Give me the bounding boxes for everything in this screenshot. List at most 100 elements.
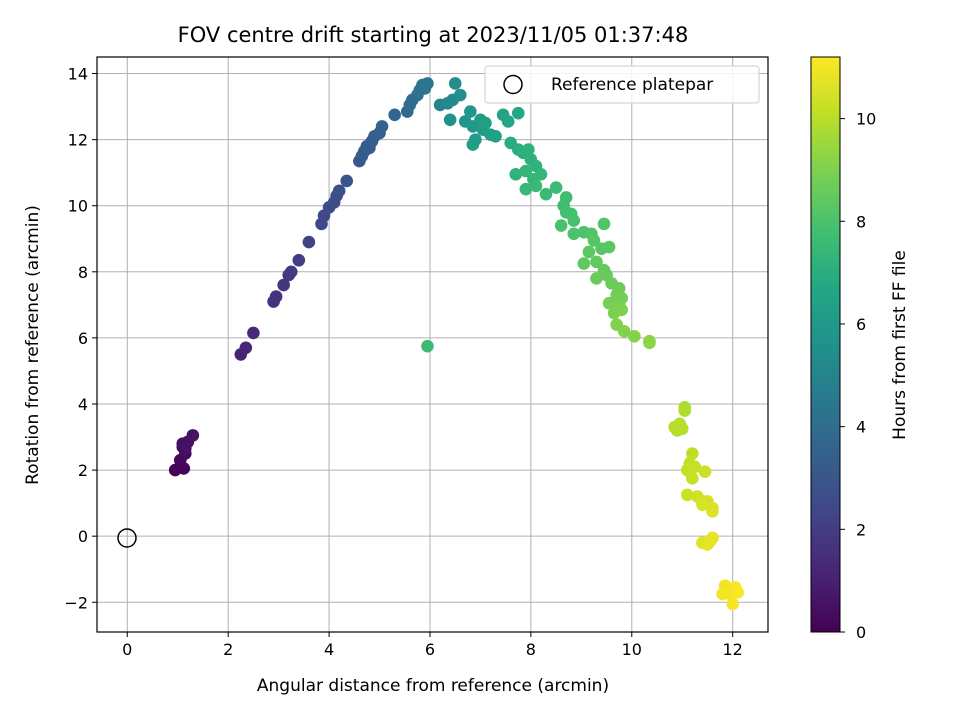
scatter-point <box>587 234 601 247</box>
scatter-point <box>643 334 656 348</box>
scatter-point <box>539 187 553 201</box>
y-tick-label: 8 <box>78 263 88 282</box>
scatter-point <box>706 505 719 518</box>
colorbar-gradient <box>811 57 840 632</box>
y-tick-label: 10 <box>68 197 88 216</box>
colorbar-tick-label: 10 <box>856 110 876 129</box>
chart-title: FOV centre drift starting at 2023/11/05 … <box>178 23 689 47</box>
scatter-point <box>239 341 253 355</box>
scatter-point <box>302 235 316 249</box>
scatter-point <box>703 534 717 548</box>
scatter-point <box>590 272 603 285</box>
scatter-point <box>388 108 401 122</box>
y-axis: −2 0 2 4 6 8 10 12 14 <box>64 65 97 612</box>
scatter-point <box>292 253 306 267</box>
scatter-point <box>602 296 616 310</box>
colorbar-label: Hours from first FF file <box>890 250 910 440</box>
scatter-point <box>443 113 457 127</box>
scatter-point <box>247 326 260 340</box>
scatter-point <box>511 106 525 120</box>
scatter-point <box>628 329 641 343</box>
scatter-point <box>731 586 745 599</box>
colorbar-tick-label: 4 <box>856 418 866 437</box>
scatter-point <box>590 255 603 269</box>
x-axis-label: Angular distance from reference (arcmin) <box>257 676 609 696</box>
scatter-point <box>567 227 581 241</box>
legend-box <box>484 65 760 104</box>
y-tick-label: 14 <box>68 65 88 84</box>
legend-marker-icon <box>503 74 523 95</box>
scatter-point <box>688 460 702 474</box>
x-tick-label: 2 <box>223 640 233 659</box>
scatter-point <box>479 116 492 130</box>
colorbar-frame <box>810 56 841 633</box>
x-tick-label: 6 <box>425 640 435 659</box>
scatter-point <box>615 303 628 317</box>
colorbar: 0 2 4 6 8 10 Hours from first FF file <box>810 56 910 642</box>
colorbar-ticks: 0 2 4 6 8 10 <box>840 110 876 642</box>
scatter-point <box>686 447 699 460</box>
y-tick-label: 12 <box>68 131 88 150</box>
legend-entry: Reference platepar <box>551 75 713 95</box>
scatter-point <box>554 219 568 232</box>
data-points <box>168 77 745 611</box>
scatter-point <box>567 214 581 227</box>
scatter-point <box>421 339 434 353</box>
y-tick-label: 0 <box>78 527 88 546</box>
scatter-point <box>519 164 533 178</box>
scatter-point <box>464 105 477 118</box>
colorbar-tick-label: 6 <box>856 315 866 334</box>
scatter-point <box>453 88 467 102</box>
scatter-point <box>698 465 712 479</box>
scatter-point <box>678 404 692 417</box>
scatter-point <box>597 217 611 231</box>
scatter-point <box>178 442 192 455</box>
scatter-point <box>617 324 631 338</box>
y-tick-label: 4 <box>78 395 88 414</box>
x-tick-label: 12 <box>723 640 743 659</box>
y-axis-label: Rotation from reference (arcmin) <box>23 205 43 485</box>
scatter-point <box>602 240 616 254</box>
legend: Reference platepar <box>484 65 760 104</box>
scatter-point <box>696 498 709 512</box>
x-tick-label: 10 <box>622 640 642 659</box>
scatter-point <box>466 138 480 151</box>
scatter-point <box>529 179 543 193</box>
colorbar-tick-label: 0 <box>856 623 866 642</box>
scatter-point <box>269 290 283 303</box>
y-tick-label: −2 <box>64 593 88 612</box>
scatter-point <box>277 278 290 292</box>
scatter-point <box>549 181 563 194</box>
grid-lines <box>97 57 768 632</box>
scatter-point <box>534 168 548 181</box>
colorbar-tick-label: 8 <box>856 212 866 231</box>
y-tick-label: 2 <box>78 461 88 480</box>
scatter-point <box>375 120 389 133</box>
plot-frame <box>96 56 769 633</box>
scatter-point <box>284 265 298 279</box>
scatter-point <box>501 115 515 128</box>
scatter-point <box>673 417 687 431</box>
scatter-point <box>186 429 200 442</box>
scatter-point <box>509 168 523 181</box>
scatter-point <box>680 488 694 502</box>
scatter-point <box>726 597 739 611</box>
scatter-point <box>363 141 376 155</box>
scatter-point <box>519 182 533 196</box>
y-tick-label: 6 <box>78 329 88 348</box>
x-tick-label: 4 <box>324 640 334 659</box>
x-tick-label: 8 <box>526 640 536 659</box>
scatter-point <box>686 472 699 485</box>
x-tick-label: 0 <box>122 640 132 659</box>
scatter-point <box>340 174 354 188</box>
scatter-point <box>522 143 535 156</box>
scatter-point <box>448 77 462 90</box>
x-axis: 0 2 4 6 8 10 12 <box>122 632 743 659</box>
scatter-point <box>577 257 591 270</box>
reference-point-marker <box>117 528 137 548</box>
colorbar-tick-label: 2 <box>856 520 866 539</box>
scatter-point <box>418 82 432 95</box>
scatter-point <box>489 130 502 143</box>
scatter-point <box>582 245 596 259</box>
